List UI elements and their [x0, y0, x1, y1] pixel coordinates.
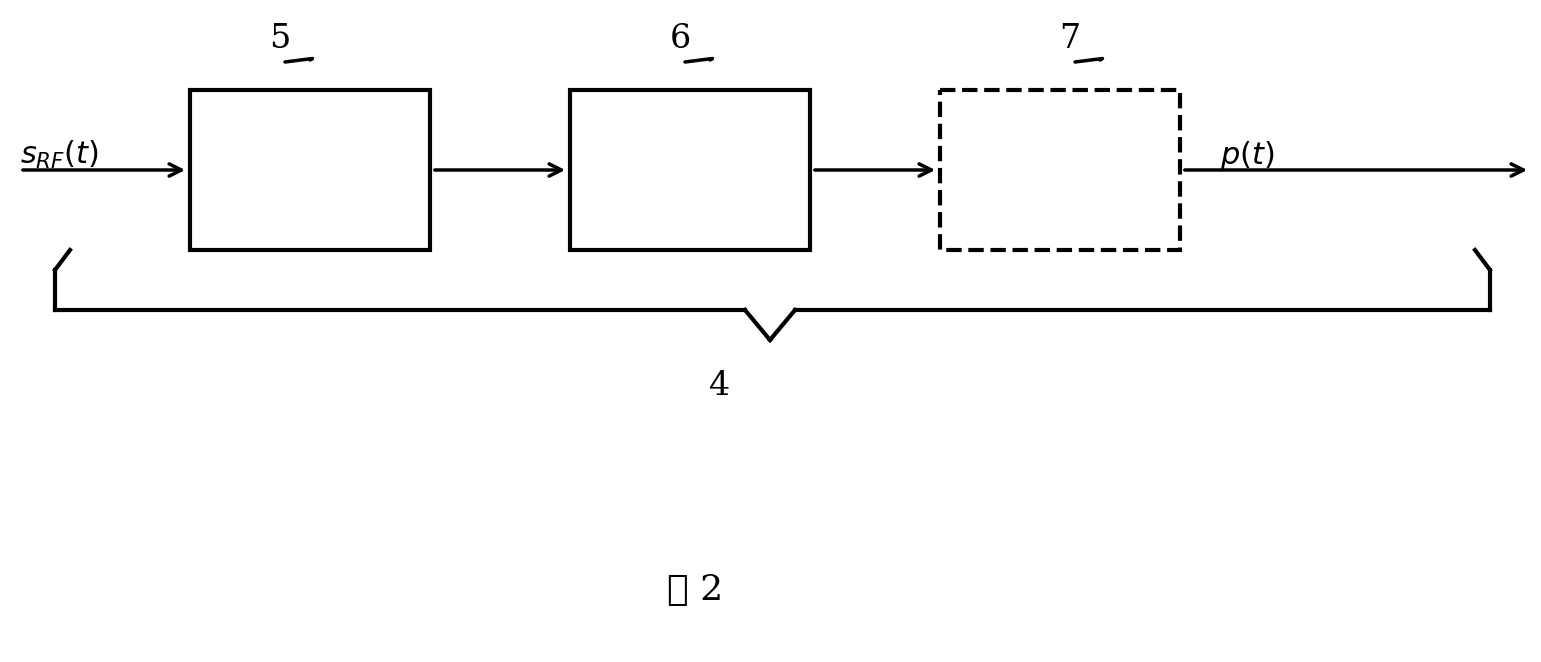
- Text: 图 2: 图 2: [667, 573, 723, 607]
- Text: 4: 4: [709, 370, 730, 402]
- Text: $s_{RF}(t)$: $s_{RF}(t)$: [20, 139, 99, 171]
- Bar: [940, 90, 1180, 250]
- Bar: [570, 90, 811, 250]
- Text: 7: 7: [1059, 23, 1080, 55]
- Bar: [190, 90, 430, 250]
- Text: $p(t)$: $p(t)$: [1220, 138, 1274, 171]
- Text: 5: 5: [270, 23, 291, 55]
- Text: 6: 6: [669, 23, 690, 55]
